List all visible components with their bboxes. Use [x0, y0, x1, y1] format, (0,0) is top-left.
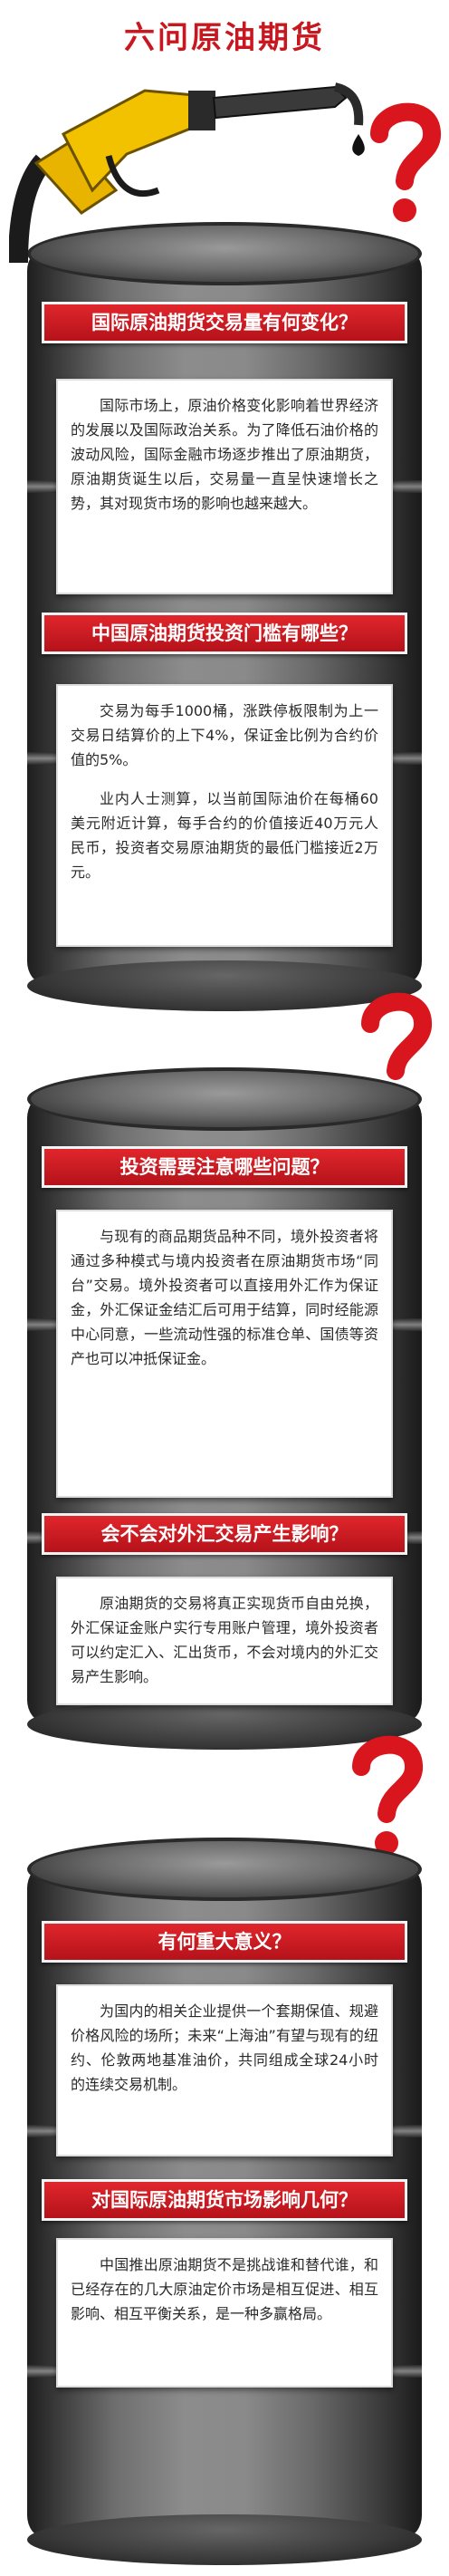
barrel-lid [27, 222, 422, 285]
page-title: 六问原油期货 [124, 20, 325, 56]
section-heading: 投资需要注意哪些问题？ [42, 1146, 407, 1188]
section-heading: 中国原油期货投资门槛有哪些？ [42, 613, 407, 654]
oil-drop-icon [352, 134, 365, 156]
section-body: 为国内的相关企业提供一个套期保值、规避价格风险的场所；未来“上海油”有望与现有的… [56, 1984, 393, 2156]
barrel-bottom [27, 2514, 422, 2565]
section-heading: 对国际原油期货市场影响几何？ [42, 2179, 407, 2221]
section-heading: 国际原油期货交易量有何变化？ [42, 302, 407, 343]
paragraph: 原油期货的交易将真正实现货币自由兑换，外汇保证金账户实行专用账户管理，境外投资者… [71, 1595, 378, 1685]
section-body: 与现有的商品期货品种不同，境外投资者将通过多种模式与境内投资者在原油期货市场“同… [56, 1210, 393, 1498]
section-heading: 会不会对外汇交易产生影响？ [42, 1513, 407, 1555]
section-body: 原油期货的交易将真正实现货币自由兑换，外汇保证金账户实行专用账户管理，境外投资者… [56, 1577, 393, 1705]
barrel-lid [27, 1067, 422, 1131]
fuel-nozzle-icon [9, 82, 365, 263]
barrel-bottom [27, 960, 422, 1011]
paragraph: 与现有的商品期货品种不同，境外投资者将通过多种模式与境内投资者在原油期货市场“同… [71, 1228, 378, 1367]
section-heading: 有何重大意义？ [42, 1921, 407, 1963]
paragraph: 为国内的相关企业提供一个套期保值、规避价格风险的场所；未来“上海油”有望与现有的… [71, 2002, 378, 2093]
section-body: 交易为每手1000桶，涨跌停板限制为上一交易日结算价的上下4%，保证金比例为合约… [56, 684, 393, 947]
section-body: 国际市场上，原油价格变化影响着世界经济的发展以及国际政治关系。为了降低石油价格的… [56, 379, 393, 594]
paragraph: 国际市场上，原油价格变化影响着世界经济的发展以及国际政治关系。为了降低石油价格的… [71, 397, 378, 512]
paragraph: 业内人士测算，以当前国际油价在每桶60美元附近计算，每手合约的价值接近40万元人… [71, 790, 378, 881]
section-body: 中国推出原油期货不是挑战谁和替代谁，和已经存在的几大原油定价市场是相互促进、相互… [56, 2238, 393, 2388]
question-mark-icon [352, 1735, 423, 1855]
barrel-bottom [27, 1699, 422, 1750]
question-mark-icon [370, 102, 441, 222]
paragraph: 交易为每手1000桶，涨跌停板限制为上一交易日结算价的上下4%，保证金比例为合约… [71, 702, 378, 768]
barrel-lid [27, 1838, 422, 1901]
paragraph: 中国推出原油期货不是挑战谁和替代谁，和已经存在的几大原油定价市场是相互促进、相互… [71, 2256, 378, 2322]
